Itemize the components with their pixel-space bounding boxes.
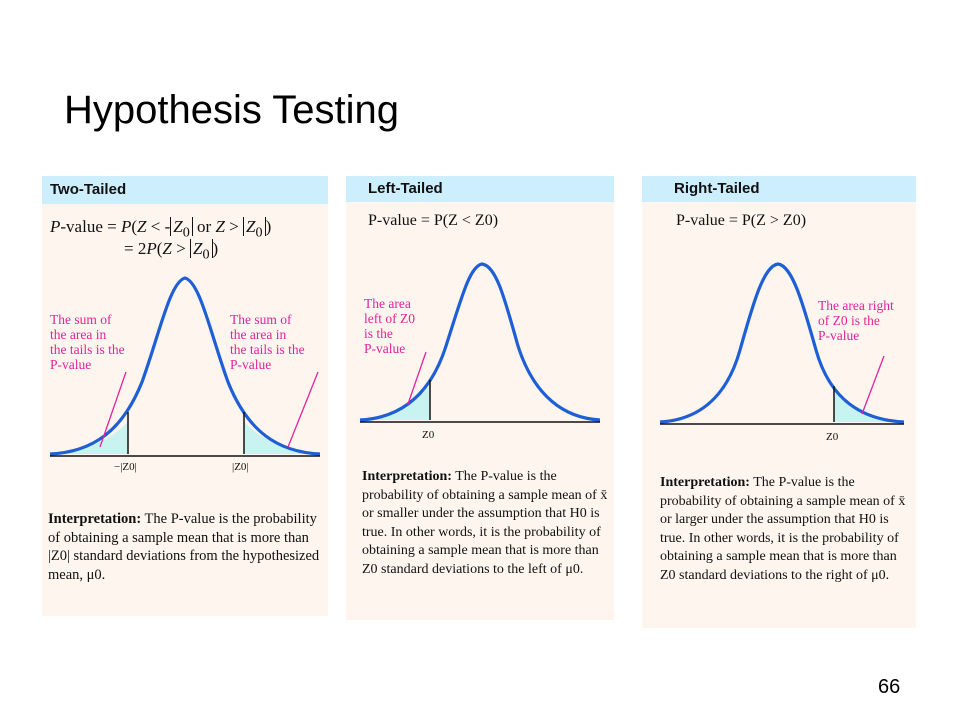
interpretation-heading: Interpretation: bbox=[48, 511, 142, 527]
page-number: 66 bbox=[878, 676, 901, 698]
right-tail-area bbox=[834, 390, 904, 422]
bell-curve bbox=[49, 276, 321, 456]
p-value-formula: P-value = P(Z < Z0) bbox=[368, 212, 499, 229]
pointer-line bbox=[407, 351, 427, 405]
normal-curve-right-tailed: Z0 bbox=[659, 262, 905, 443]
right-tailed-panel: Right-Tailed P-value = P(Z > Z0) Z0 The … bbox=[642, 176, 916, 628]
interpretation-text: Interpretation: The P-value is the proba… bbox=[48, 510, 326, 584]
axis-label-z0: Z0 bbox=[826, 431, 839, 443]
right-tail-annotation: The sum of the area in the tails is the … bbox=[230, 312, 305, 372]
bell-curve bbox=[659, 262, 905, 424]
interpretation-text: Interpretation: The P-value is the proba… bbox=[660, 474, 912, 585]
interpretation-heading: Interpretation: bbox=[362, 469, 452, 484]
panel-header: Left-Tailed bbox=[346, 176, 614, 202]
interpretation-text: Interpretation: The P-value is the proba… bbox=[362, 468, 610, 579]
slide-title: Hypothesis Testing bbox=[64, 88, 399, 132]
two-tailed-panel: Two-Tailed P-value = P(Z < - Z0 or Z > Z0… bbox=[42, 176, 328, 616]
interpretation-body: The P-value is the probability of obtain… bbox=[660, 475, 906, 583]
interpretation-body: The P-value is the probability of obtain… bbox=[48, 511, 320, 583]
right-tail-annotation: The area right of Z0 is the P-value bbox=[818, 298, 894, 343]
left-tail-annotation: The sum of the area in the tails is the … bbox=[50, 312, 125, 372]
right-pointer-line bbox=[287, 371, 319, 448]
left-pointer-line bbox=[99, 371, 127, 448]
panel-header: Two-Tailed bbox=[42, 176, 328, 204]
p-value-formula: P-value = P(Z < - Z0 or Z > Z0) bbox=[50, 217, 272, 241]
left-tail-area bbox=[50, 422, 128, 454]
right-tail-area bbox=[244, 422, 320, 454]
left-tail-annotation: The area left of Z0 is the P-value bbox=[364, 296, 415, 356]
normal-curve-two-tailed: −|Z0| |Z0| bbox=[49, 276, 321, 473]
left-tail-area bbox=[360, 386, 430, 420]
p-value-formula-line2: = 2P(Z > Z0) bbox=[124, 239, 219, 263]
axis-label-z0: Z0 bbox=[422, 429, 435, 441]
normal-curve-left-tailed: Z0 bbox=[359, 262, 601, 441]
p-value-formula: P-value = P(Z > Z0) bbox=[676, 212, 807, 229]
pointer-line bbox=[861, 355, 885, 415]
axis-label-right: |Z0| bbox=[232, 461, 249, 473]
interpretation-body: The P-value is the probability of obtain… bbox=[362, 469, 608, 577]
interpretation-heading: Interpretation: bbox=[660, 475, 750, 490]
left-tailed-panel: Left-Tailed P-value = P(Z < Z0) Z0 The a… bbox=[346, 176, 614, 620]
panel-header: Right-Tailed bbox=[642, 176, 916, 202]
bell-curve bbox=[359, 262, 601, 422]
axis-label-left: −|Z0| bbox=[114, 461, 137, 473]
